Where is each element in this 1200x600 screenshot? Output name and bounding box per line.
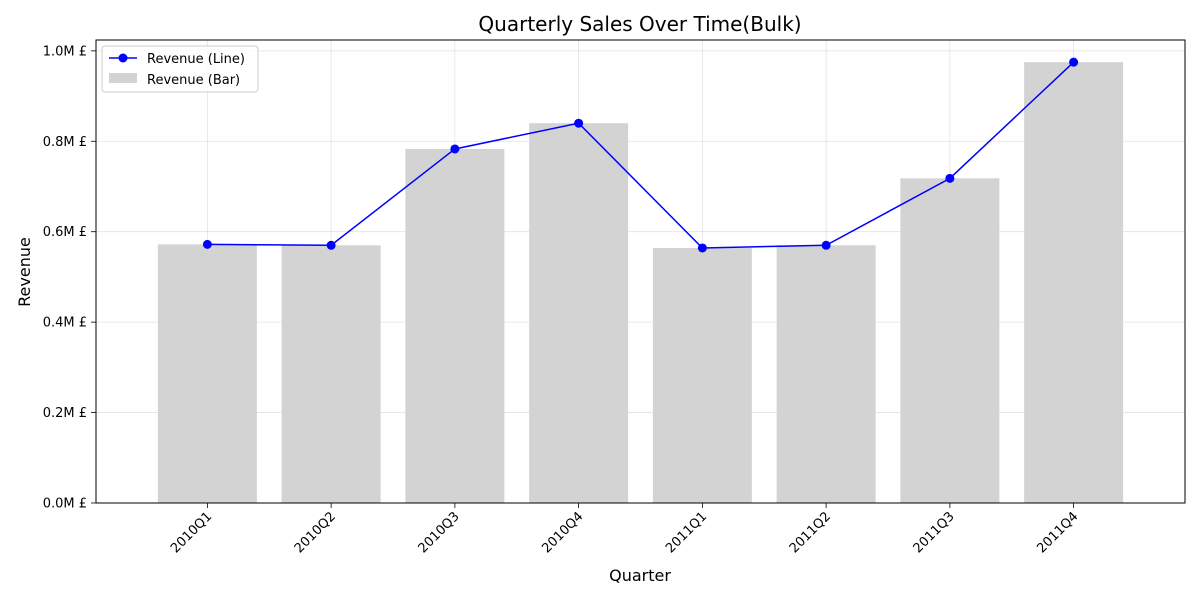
y-axis-label: Revenue [15, 237, 34, 307]
y-tick-label: 0.2M £ [43, 406, 87, 421]
y-tick-label: 0.6M £ [43, 225, 87, 240]
bar [900, 178, 1000, 503]
y-tick-label: 1.0M £ [43, 44, 87, 59]
legend-label-line: Revenue (Line) [147, 52, 245, 67]
legend-line-marker [118, 53, 128, 63]
data-point-marker [1069, 57, 1079, 67]
legend-box [101, 45, 259, 93]
data-point-marker [450, 144, 460, 154]
data-point-marker [574, 118, 584, 128]
x-axis-label: Quarter [609, 566, 671, 585]
data-point-marker [821, 240, 831, 250]
legend-bar-swatch [109, 73, 137, 83]
bar-series [157, 62, 1124, 503]
data-point-marker [945, 173, 955, 183]
y-tick-label: 0.4M £ [43, 316, 87, 331]
bar [405, 148, 505, 503]
bar [652, 247, 752, 503]
data-point-marker [697, 243, 707, 253]
y-tick-label: 0.0M £ [43, 497, 87, 512]
data-point-marker [326, 240, 336, 250]
y-axis-ticks: 0.0M £ 0.2M £ 0.4M £ 0.6M £ 0.8M £ 1.0M £ [43, 44, 96, 512]
bar [776, 245, 876, 503]
legend: Revenue (Line) Revenue (Bar) [101, 45, 259, 93]
line-series [202, 57, 1079, 253]
data-point-marker [202, 239, 212, 249]
plot-frame [95, 39, 1186, 504]
bar [529, 123, 629, 503]
bar [157, 244, 257, 503]
bar [281, 245, 381, 503]
series-line [207, 61, 1075, 249]
chart-title: Quarterly Sales Over Time(Bulk) [478, 12, 801, 36]
bar [1024, 62, 1124, 503]
legend-label-bar: Revenue (Bar) [147, 73, 240, 88]
y-tick-label: 0.8M £ [43, 135, 87, 150]
